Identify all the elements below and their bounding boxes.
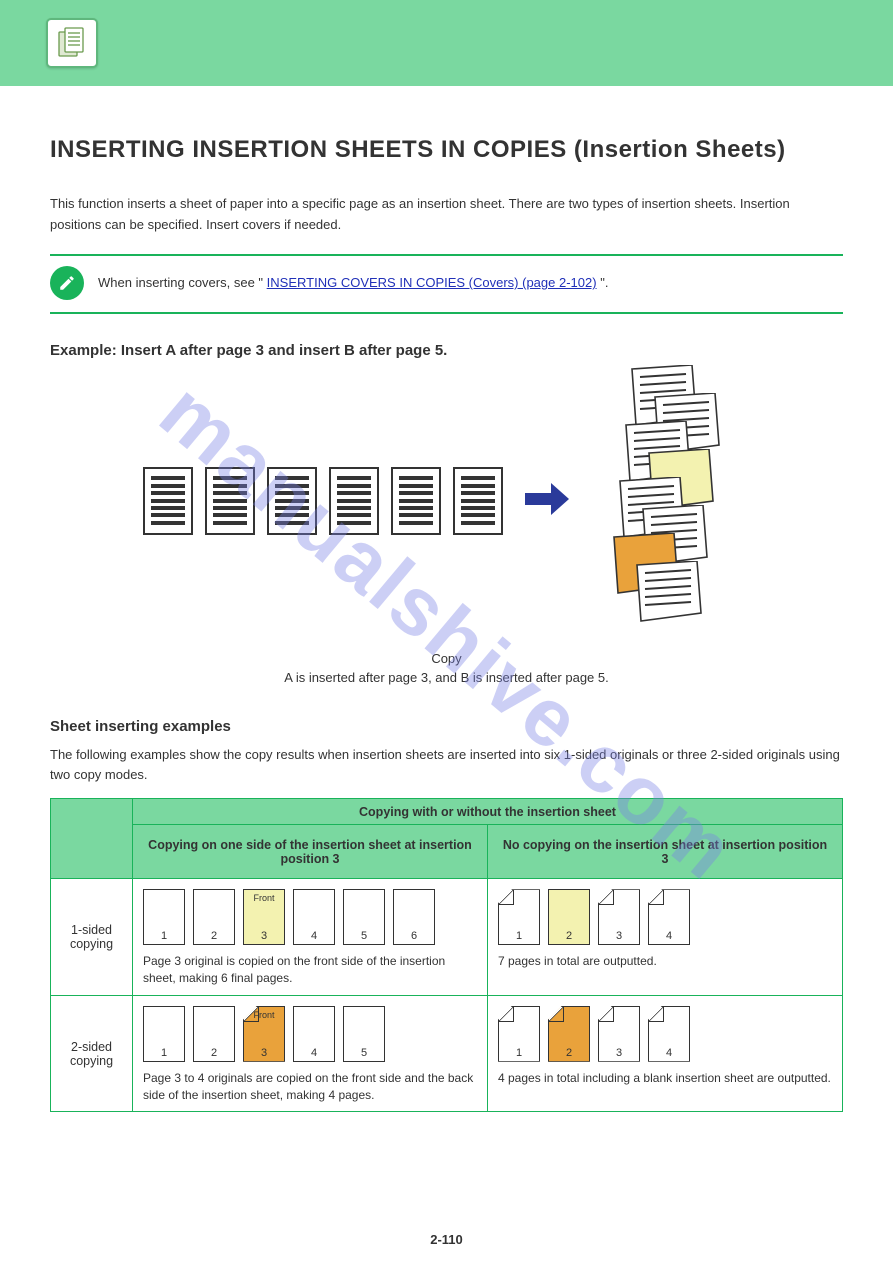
table-col-left: Copying on one side of the insertion she…	[133, 825, 488, 879]
cell-caption: Page 3 to 4 originals are copied on the …	[143, 1070, 477, 1104]
table-row: 2-sided copying12Front345Page 3 to 4 ori…	[51, 995, 843, 1112]
section-body: The following examples show the copy res…	[50, 745, 843, 787]
cell-caption: 4 pages in total including a blank inser…	[498, 1070, 832, 1087]
row-header: 2-sided copying	[51, 995, 133, 1112]
table-cell: 1234 7 pages in total are outputted.	[488, 879, 843, 996]
rule-bottom	[50, 312, 843, 314]
insert-sheet-mini: 2	[548, 1006, 590, 1062]
pencil-note-icon	[50, 266, 84, 300]
page-content: INSERTING INSERTION SHEETS IN COPIES (In…	[0, 86, 893, 1112]
page-mini: 3	[598, 1006, 640, 1062]
table-cell: 12Front345 Page 3 to 4 originals are copi…	[133, 995, 488, 1112]
note-text: When inserting covers, see " INSERTING C…	[98, 275, 608, 290]
section-subtitle: Sheet inserting examples	[50, 718, 843, 735]
copy-documents-icon	[46, 18, 98, 68]
page-mini: 1	[498, 1006, 540, 1062]
page-mini: 2	[193, 1006, 235, 1062]
page-mini: 3	[598, 889, 640, 945]
arrow-right-icon	[523, 479, 571, 522]
page-mini: 2	[193, 889, 235, 945]
table-cell: 12Front3456 Page 3 original is copied on …	[133, 879, 488, 996]
insert-sheet-mini: Front3	[243, 1006, 285, 1062]
cell-caption: Page 3 original is copied on the front s…	[143, 953, 477, 987]
page-title: INSERTING INSERTION SHEETS IN COPIES (In…	[50, 136, 843, 164]
caption-line-2: A is inserted after page 3, and B is ins…	[50, 668, 843, 688]
copy-page	[627, 561, 705, 629]
intro-paragraph: This function inserts a sheet of paper i…	[50, 194, 843, 236]
original-page	[391, 467, 441, 535]
page-mini: 1	[498, 889, 540, 945]
note-row: When inserting covers, see " INSERTING C…	[50, 256, 843, 312]
insert-sheet-mini: 2	[548, 889, 590, 945]
table-col-right: No copying on the insertion sheet at ins…	[488, 825, 843, 879]
page-mini: 4	[648, 889, 690, 945]
page-number: 2-110	[0, 1232, 893, 1247]
diagram-caption: Copy A is inserted after page 3, and B i…	[50, 649, 843, 688]
page-mini: 5	[343, 1006, 385, 1062]
page-mini: 4	[293, 1006, 335, 1062]
caption-line-1: Copy	[50, 649, 843, 669]
original-page	[453, 467, 503, 535]
input-originals	[143, 467, 503, 535]
page-mini: 5	[343, 889, 385, 945]
original-page	[205, 467, 255, 535]
original-page	[267, 467, 317, 535]
original-page	[329, 467, 379, 535]
examples-title: Example: Insert A after page 3 and inser…	[50, 342, 843, 359]
table-row: 1-sided copying12Front3456Page 3 origina…	[51, 879, 843, 996]
original-page	[143, 467, 193, 535]
cell-caption: 7 pages in total are outputted.	[498, 953, 832, 970]
table-top-header: Copying with or without the insertion sh…	[133, 799, 843, 825]
page-mini: 4	[293, 889, 335, 945]
note-prefix: When inserting covers, see "	[98, 275, 263, 290]
table-cell: 1234 4 pages in total including a blank i…	[488, 995, 843, 1112]
insertion-diagram	[50, 371, 843, 631]
page-mini: 1	[143, 1006, 185, 1062]
output-stack	[591, 371, 751, 631]
header-bar	[0, 0, 893, 86]
page-mini: 1	[143, 889, 185, 945]
insertion-table: Copying with or without the insertion sh…	[50, 798, 843, 1112]
note-link[interactable]: INSERTING COVERS IN COPIES (Covers) (pag…	[267, 275, 597, 290]
insert-sheet-mini: Front3	[243, 889, 285, 945]
note-suffix: ".	[600, 275, 608, 290]
row-header: 1-sided copying	[51, 879, 133, 996]
page-mini: 6	[393, 889, 435, 945]
table-corner	[51, 799, 133, 879]
page-mini: 4	[648, 1006, 690, 1062]
